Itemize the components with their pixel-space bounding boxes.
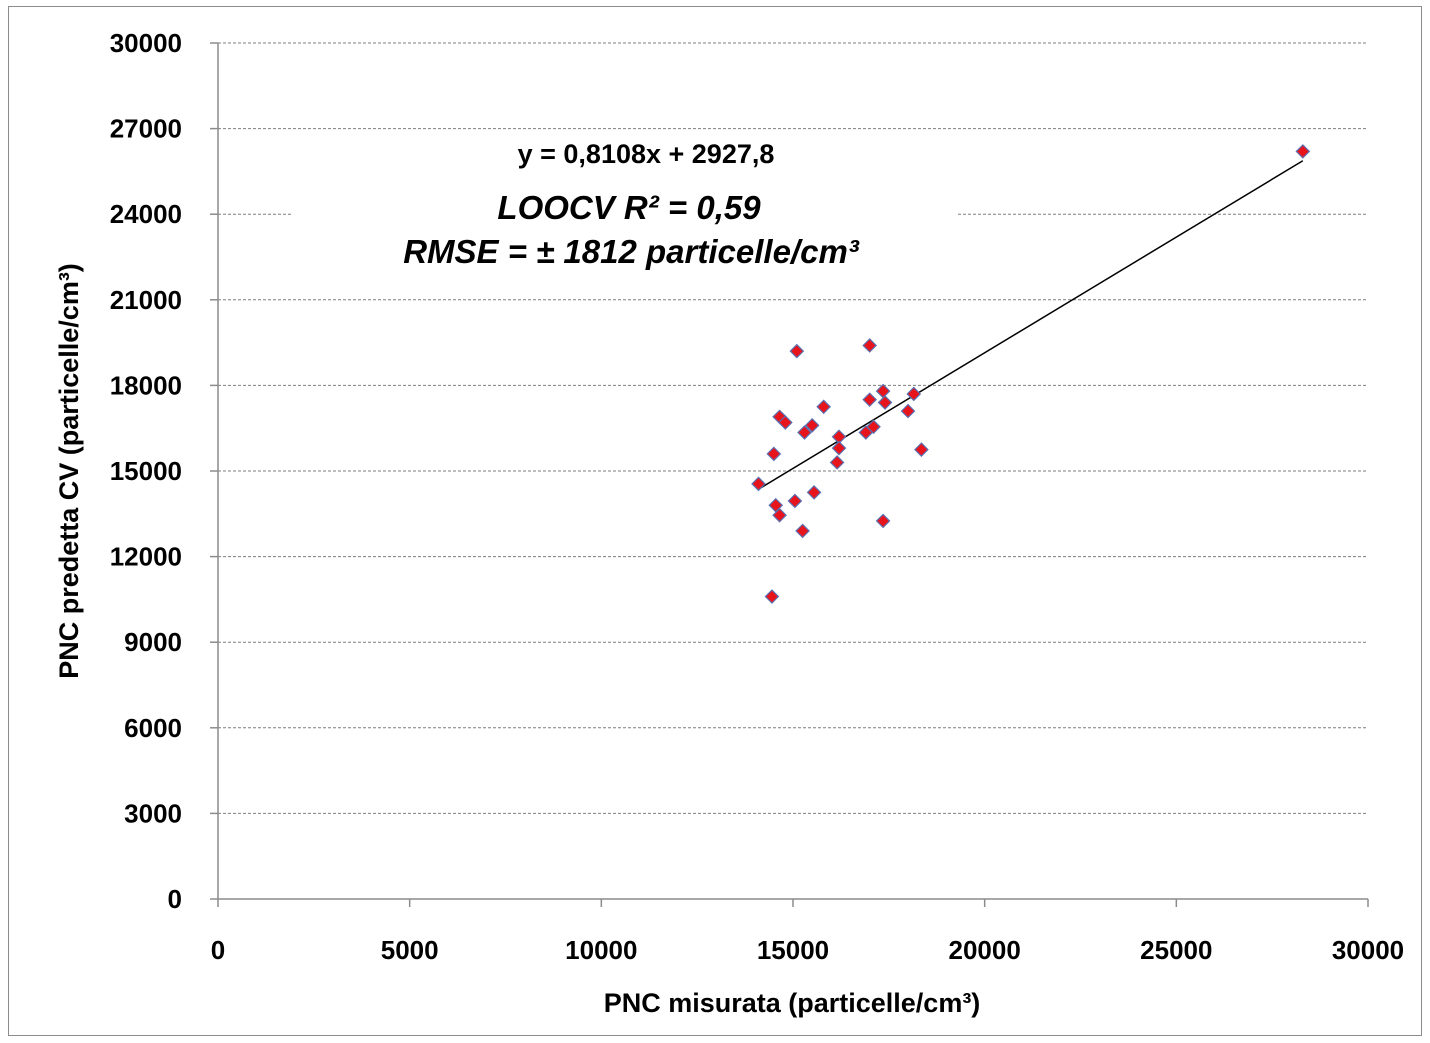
y-tick-label: 27000 — [110, 114, 182, 144]
y-tick-label: 0 — [168, 884, 182, 914]
trendline-equation: y = 0,8108x + 2927,8 — [518, 139, 775, 169]
scatter-point — [787, 493, 803, 509]
scatter-point — [862, 338, 878, 353]
scatter-point — [766, 446, 782, 462]
trendline — [758, 160, 1304, 490]
scatter-point — [816, 399, 832, 415]
y-tick-label: 15000 — [110, 456, 182, 486]
y-tick-label: 24000 — [110, 199, 182, 229]
scatter-point — [829, 455, 845, 470]
scatter-point — [1295, 144, 1311, 159]
scatter-point — [900, 403, 916, 419]
y-tick-label: 6000 — [124, 713, 182, 743]
x-tick-label: 15000 — [757, 935, 829, 965]
y-tick-label: 30000 — [110, 28, 182, 58]
rmse-annotation: RMSE = ± 1812 particelle/cm³ — [403, 233, 860, 270]
y-tick-label: 9000 — [124, 627, 182, 657]
y-tick-label: 3000 — [124, 798, 182, 828]
scatter-point — [875, 383, 891, 399]
scatter-point — [764, 589, 780, 604]
equation-box-bg — [292, 135, 958, 275]
axes: 0 3000 6000 9000 12000 15000 18000 21000 24000 27… — [110, 28, 1404, 965]
scatter-point — [789, 343, 805, 359]
x-tick-label: 0 — [211, 935, 225, 965]
x-tick-label: 25000 — [1140, 935, 1212, 965]
scatter-point — [866, 419, 881, 435]
y-tick-label: 12000 — [110, 542, 182, 572]
scatter-point — [875, 513, 891, 529]
scatter-point — [777, 415, 793, 430]
scatter-point — [862, 392, 878, 408]
scatter-point — [772, 507, 787, 523]
grid-lines — [218, 42, 1368, 814]
scatter-point — [797, 425, 812, 440]
scatter-point — [914, 442, 929, 457]
scatter-point — [804, 417, 820, 433]
scatter-point — [906, 386, 922, 402]
scatter-point — [831, 440, 847, 456]
y-axis-title: PNC predetta CV (particelle/cm³) — [54, 263, 84, 679]
y-tick-label: 21000 — [110, 285, 182, 315]
data-points — [751, 144, 1311, 604]
y-tick-label: 18000 — [110, 370, 182, 400]
scatter-point — [806, 485, 822, 500]
r-squared-annotation: LOOCV R² = 0,59 — [497, 189, 761, 226]
x-tick-label: 5000 — [381, 935, 439, 965]
scatter-point — [795, 523, 810, 539]
scatter-point — [751, 476, 766, 492]
x-tick-label: 30000 — [1332, 935, 1404, 965]
x-tick-label: 10000 — [565, 935, 637, 965]
scatter-point — [877, 395, 893, 410]
x-axis-title: PNC misurata (particelle/cm³) — [604, 988, 981, 1018]
trendline-group — [758, 160, 1304, 490]
x-tick-label: 20000 — [949, 935, 1021, 965]
